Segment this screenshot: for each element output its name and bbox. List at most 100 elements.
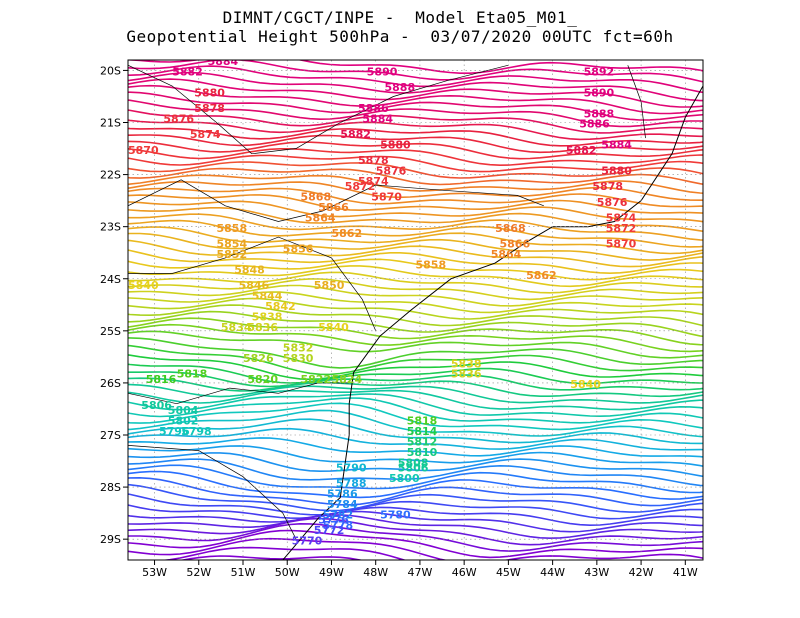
contour-label: 5802 [168, 415, 199, 428]
contour-line [128, 284, 703, 307]
contour-line [128, 418, 703, 445]
contour-line [128, 537, 703, 560]
contour-line [128, 134, 703, 154]
contour-label: 5836 [247, 321, 278, 334]
contour-line [128, 427, 703, 451]
lat-tick-label: 23S [100, 221, 121, 234]
graticule [128, 60, 703, 560]
contour-line [128, 517, 703, 546]
contour-label: 5772 [314, 524, 345, 537]
contour-label: 5864 [305, 212, 336, 225]
contour-label: 5858 [416, 258, 447, 271]
contour-label: 5840 [128, 279, 159, 292]
lat-tick-label: 22S [100, 169, 121, 182]
contour-label: 5820 [247, 373, 278, 386]
contour-label: 5808 [398, 456, 429, 469]
contour-label: 5804 [168, 404, 199, 417]
contour-label: 5830 [283, 352, 314, 365]
contour-label: 5878 [592, 180, 623, 193]
lon-tick-label: 43W [584, 566, 609, 579]
contour-label: 5888 [385, 81, 416, 94]
contour-label: 5856 [283, 243, 314, 256]
contour-line [128, 148, 703, 167]
coastline [128, 64, 703, 560]
contour-line [128, 109, 703, 134]
contour-label: 5848 [234, 264, 265, 277]
contour-line [128, 200, 703, 223]
contour-line [128, 127, 703, 147]
contour-line [128, 476, 703, 507]
contour-line [128, 402, 703, 431]
contour-line [128, 226, 703, 255]
title-line-2: Geopotential Height 500hPa - 03/07/2020 … [126, 27, 674, 46]
contour-label: 5888 [584, 107, 615, 120]
lat-tick-label: 27S [100, 429, 121, 442]
contour-line [128, 239, 703, 268]
contour-line [128, 483, 703, 513]
contour-label: 5880 [601, 165, 632, 178]
contour-label: 5822 [301, 373, 332, 386]
contour-label: 5786 [327, 488, 358, 501]
contour-line [128, 91, 703, 121]
contour-label: 5870 [606, 238, 637, 251]
contour-line [128, 71, 703, 102]
lon-tick-label: 52W [186, 566, 211, 579]
contour-line [128, 337, 703, 369]
contour-label: 5838 [451, 357, 482, 370]
contour-label: 5876 [597, 196, 628, 209]
contour-label: 5892 [362, 34, 393, 47]
contour-line [128, 546, 651, 560]
contour-line [128, 330, 703, 359]
contour-line [128, 514, 703, 540]
contour-line [128, 437, 703, 458]
lon-tick-label: 42W [629, 566, 654, 579]
contour-line [128, 258, 703, 281]
coastline-path [282, 85, 703, 560]
contour-line [128, 232, 703, 261]
contour-line [128, 213, 703, 241]
state-border [128, 382, 350, 405]
contour-line [128, 187, 703, 208]
contour-label: 5874 [358, 175, 389, 188]
contour-label: 5880 [380, 139, 411, 152]
contour-label: 5872 [606, 222, 637, 235]
contour-label: 5884 [362, 113, 393, 126]
lon-tick-label: 41W [673, 566, 698, 579]
contour-label: 5886 [358, 102, 389, 115]
contour-line [128, 493, 703, 520]
lat-tick-label: 28S [100, 481, 121, 494]
contour-label: 5874 [606, 212, 637, 225]
contour-labels: 5892 5884 5882 5890 5892 5888 5890 5880 5878 5886… [128, 34, 637, 547]
contour-line [128, 99, 703, 128]
contour-label: 5882 [566, 144, 597, 157]
contour-label: 5806 [398, 462, 429, 475]
lon-tick-label: 50W [275, 566, 300, 579]
contour-line [128, 207, 703, 233]
lon-tick-label: 44W [540, 566, 565, 579]
contour-label: 5878 [358, 154, 389, 167]
contour-line [128, 161, 703, 179]
contour-line [128, 174, 703, 195]
contour-label: 5854 [217, 238, 248, 251]
contour-line [128, 249, 703, 275]
lon-tick-label: 51W [231, 566, 256, 579]
state-border [128, 64, 509, 155]
plot-frame [127, 59, 704, 561]
contour-line [128, 317, 703, 346]
contour-label: 5812 [407, 435, 438, 448]
contour-label: 5780 [380, 508, 411, 521]
contour-line [128, 470, 703, 500]
contour-label: 5886 [579, 118, 610, 131]
contour-line [128, 371, 703, 391]
contour-line [128, 383, 703, 404]
contour-label: 5838 [252, 310, 283, 323]
contour-line [128, 310, 703, 338]
contour-label: 5846 [239, 279, 270, 292]
contour-line [128, 363, 703, 385]
contour-label: 5872 [345, 180, 376, 193]
contour-label: 5882 [340, 128, 371, 141]
contour-line [128, 60, 703, 74]
contour-line [128, 194, 703, 214]
contour-label: 5834 [221, 321, 252, 334]
